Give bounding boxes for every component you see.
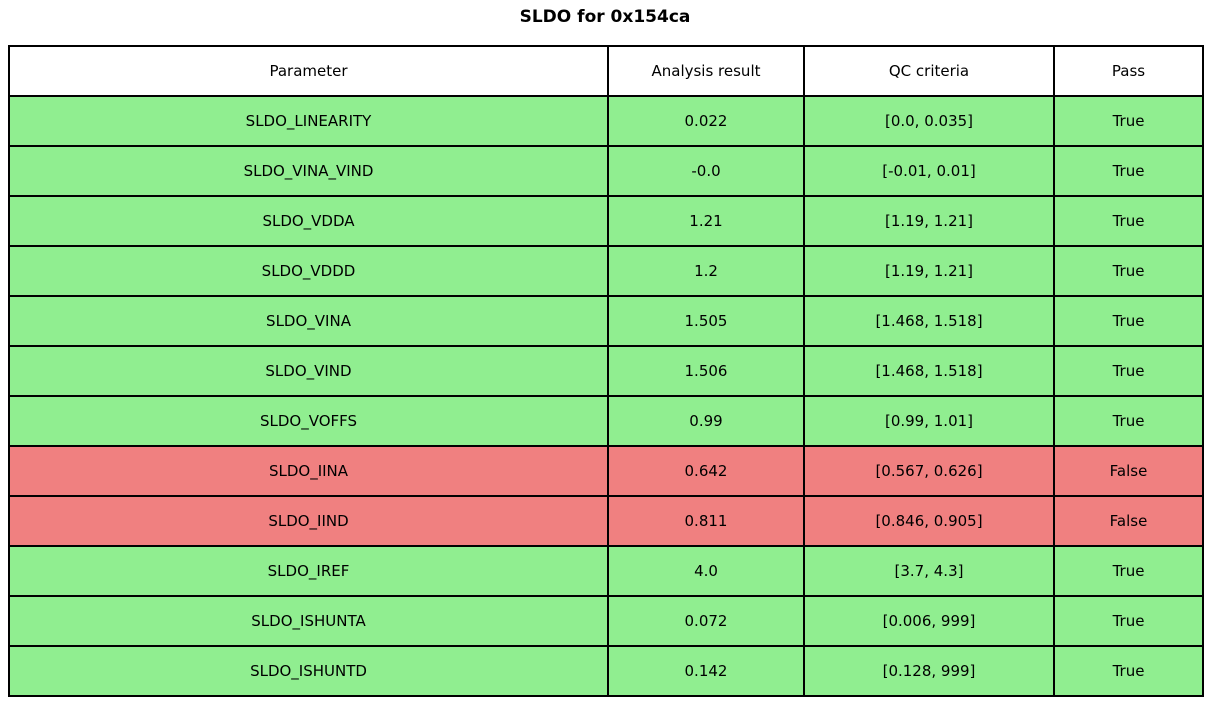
cell-analysis-result: 1.2 <box>607 245 805 297</box>
cell-qc-criteria: [1.19, 1.21] <box>803 245 1055 297</box>
table-row: SLDO_VOFFS 0.99 [0.99, 1.01] True <box>8 395 1204 447</box>
cell-pass: True <box>1053 395 1204 447</box>
cell-qc-criteria: [1.19, 1.21] <box>803 195 1055 247</box>
cell-pass: True <box>1053 295 1204 347</box>
cell-pass: True <box>1053 345 1204 397</box>
table-row: SLDO_VINA_VIND -0.0 [-0.01, 0.01] True <box>8 145 1204 197</box>
cell-parameter: SLDO_VINA_VIND <box>8 145 609 197</box>
cell-parameter: SLDO_IREF <box>8 545 609 597</box>
column-header-parameter: Parameter <box>8 45 609 97</box>
cell-analysis-result: 0.142 <box>607 645 805 697</box>
cell-parameter: SLDO_LINEARITY <box>8 95 609 147</box>
cell-analysis-result: 0.642 <box>607 445 805 497</box>
cell-analysis-result: 1.505 <box>607 295 805 347</box>
cell-analysis-result: 4.0 <box>607 545 805 597</box>
cell-parameter: SLDO_VDDD <box>8 245 609 297</box>
cell-parameter: SLDO_ISHUNTD <box>8 645 609 697</box>
table-row: SLDO_ISHUNTD 0.142 [0.128, 999] True <box>8 645 1204 697</box>
cell-pass: True <box>1053 545 1204 597</box>
cell-analysis-result: 1.21 <box>607 195 805 247</box>
cell-pass: False <box>1053 445 1204 497</box>
cell-qc-criteria: [-0.01, 0.01] <box>803 145 1055 197</box>
cell-pass: True <box>1053 645 1204 697</box>
cell-pass: True <box>1053 95 1204 147</box>
cell-qc-criteria: [1.468, 1.518] <box>803 295 1055 347</box>
cell-analysis-result: 0.811 <box>607 495 805 547</box>
table-row: SLDO_LINEARITY 0.022 [0.0, 0.035] True <box>8 95 1204 147</box>
cell-parameter: SLDO_ISHUNTA <box>8 595 609 647</box>
table-body: SLDO_LINEARITY 0.022 [0.0, 0.035] True SLDO_… <box>8 95 1204 697</box>
table-row: SLDO_VIND 1.506 [1.468, 1.518] True <box>8 345 1204 397</box>
page-title: SLDO for 0x154ca <box>519 7 691 27</box>
header-row: Parameter Analysis result QC criteria Pa… <box>8 45 1204 97</box>
cell-pass: True <box>1053 195 1204 247</box>
cell-analysis-result: 0.99 <box>607 395 805 447</box>
cell-analysis-result: 0.072 <box>607 595 805 647</box>
cell-qc-criteria: [0.846, 0.905] <box>803 495 1055 547</box>
cell-parameter: SLDO_VOFFS <box>8 395 609 447</box>
cell-parameter: SLDO_VDDA <box>8 195 609 247</box>
cell-analysis-result: 0.022 <box>607 95 805 147</box>
cell-qc-criteria: [0.0, 0.035] <box>803 95 1055 147</box>
cell-pass: True <box>1053 245 1204 297</box>
cell-qc-criteria: [0.567, 0.626] <box>803 445 1055 497</box>
table-row: SLDO_VINA 1.505 [1.468, 1.518] True <box>8 295 1204 347</box>
cell-parameter: SLDO_VIND <box>8 345 609 397</box>
cell-qc-criteria: [0.99, 1.01] <box>803 395 1055 447</box>
table-row: SLDO_VDDA 1.21 [1.19, 1.21] True <box>8 195 1204 247</box>
table-header: Parameter Analysis result QC criteria Pa… <box>8 45 1204 97</box>
qc-results-table: Parameter Analysis result QC criteria Pa… <box>8 45 1204 697</box>
table-row: SLDO_IINA 0.642 [0.567, 0.626] False <box>8 445 1204 497</box>
column-header-qc-criteria: QC criteria <box>803 45 1055 97</box>
column-header-pass: Pass <box>1053 45 1204 97</box>
cell-qc-criteria: [0.006, 999] <box>803 595 1055 647</box>
table-row: SLDO_VDDD 1.2 [1.19, 1.21] True <box>8 245 1204 297</box>
cell-analysis-result: 1.506 <box>607 345 805 397</box>
cell-qc-criteria: [1.468, 1.518] <box>803 345 1055 397</box>
cell-analysis-result: -0.0 <box>607 145 805 197</box>
table-row: SLDO_IIND 0.811 [0.846, 0.905] False <box>8 495 1204 547</box>
table-row: SLDO_IREF 4.0 [3.7, 4.3] True <box>8 545 1204 597</box>
cell-parameter: SLDO_IIND <box>8 495 609 547</box>
cell-pass: False <box>1053 495 1204 547</box>
table-row: SLDO_ISHUNTA 0.072 [0.006, 999] True <box>8 595 1204 647</box>
column-header-analysis-result: Analysis result <box>607 45 805 97</box>
cell-qc-criteria: [0.128, 999] <box>803 645 1055 697</box>
cell-parameter: SLDO_VINA <box>8 295 609 347</box>
cell-pass: True <box>1053 595 1204 647</box>
cell-pass: True <box>1053 145 1204 197</box>
cell-qc-criteria: [3.7, 4.3] <box>803 545 1055 597</box>
cell-parameter: SLDO_IINA <box>8 445 609 497</box>
